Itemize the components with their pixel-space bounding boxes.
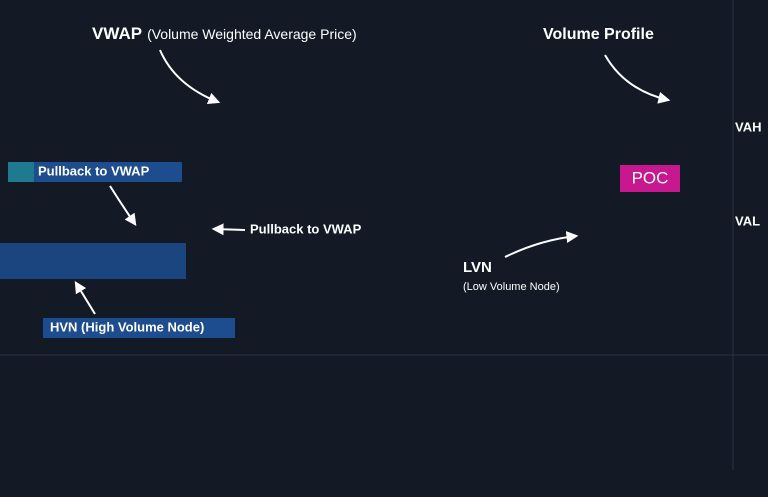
volume-profile-label: Volume Profile: [543, 26, 654, 43]
arrow: [159, 49, 221, 105]
pullback-box: [8, 162, 182, 182]
lvn-label: LVN: [463, 259, 492, 276]
vah-label: VAH: [735, 119, 761, 134]
hvn-zone: [0, 243, 186, 279]
hvn-box: [43, 318, 235, 338]
arrow: [211, 223, 246, 236]
val-label: VAL: [735, 213, 760, 228]
pullback-box-accent: [8, 162, 34, 182]
hvn-label: HVN (High Volume Node): [50, 319, 204, 334]
poc-box: [620, 165, 680, 192]
pullback-label: Pullback to VWAP: [38, 163, 150, 178]
vwap-label: VWAP: [92, 24, 142, 43]
arrow: [504, 231, 579, 258]
vwap-annotation: VWAP (Volume Weighted Average Price): [92, 24, 357, 43]
lvn-full-label: (Low Volume Node): [463, 281, 560, 293]
vwap-full-label: (Volume Weighted Average Price): [147, 26, 357, 42]
arrow: [74, 280, 96, 315]
pullback-label: Pullback to VWAP: [250, 221, 362, 236]
poc-label: POC: [632, 168, 669, 187]
arrow: [604, 54, 671, 104]
arrow: [109, 185, 137, 226]
